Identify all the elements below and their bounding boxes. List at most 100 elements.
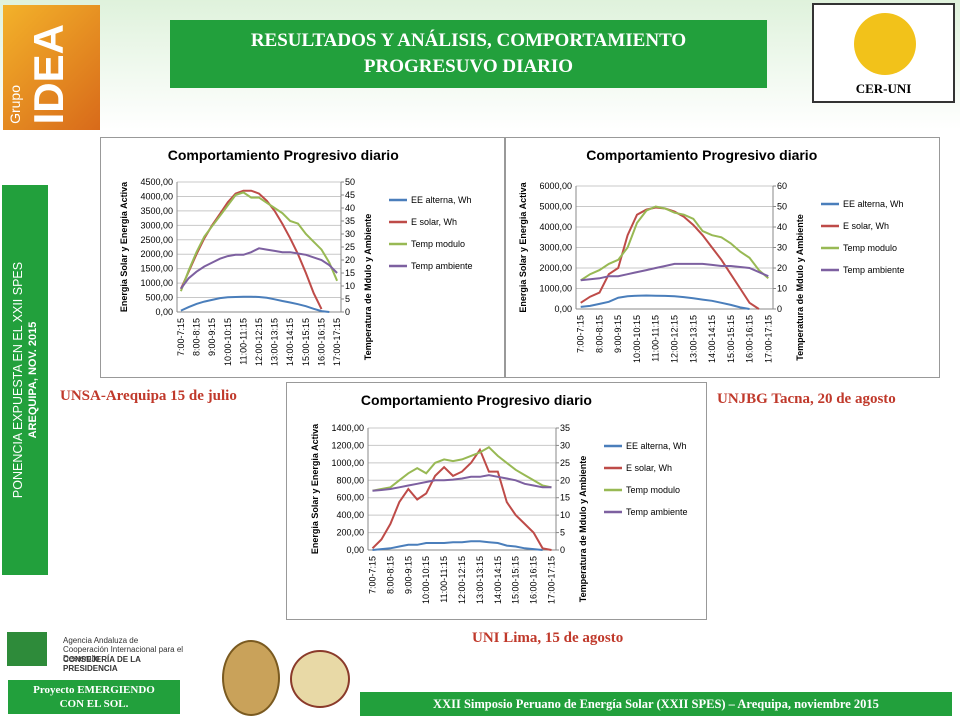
logo-text: Grupo (7, 85, 23, 124)
x-tick-label: 15:00-15:15 (726, 315, 736, 363)
chart-title: Comportamiento Progresivo diario (168, 147, 399, 163)
x-tick-label: 15:00-15:15 (511, 556, 521, 604)
project-text: CON EL SOL. (59, 698, 129, 710)
y2-tick-label: 10 (560, 510, 570, 520)
legend-label: EE alterna, Wh (411, 195, 472, 205)
agency-text: CONSEJERÍA DE LA PRESIDENCIA (63, 655, 141, 673)
y-tick-label: 0,00 (155, 307, 173, 317)
y2-tick-label: 10 (777, 284, 787, 294)
y-tick-label: 3500,00 (140, 206, 173, 216)
y-tick-label: 400,00 (336, 510, 364, 520)
y-tick-label: 3000,00 (539, 243, 572, 253)
legend-label: Temp ambiente (626, 507, 688, 517)
y2-tick-label: 35 (345, 216, 355, 226)
y2-tick-label: 50 (777, 202, 787, 212)
side-text: PONENCIA EXPUESTA EN EL XXII SPES (11, 261, 25, 499)
y2-tick-label: 40 (345, 203, 355, 213)
x-tick-label: 15:00-15:15 (301, 318, 311, 366)
y2-tick-label: 30 (777, 243, 787, 253)
y-axis-title: Energia Solar y Energia Activa (119, 181, 129, 312)
series-line (580, 205, 769, 282)
y-tick-label: 200,00 (336, 528, 364, 538)
y-tick-label: 4500,00 (140, 177, 173, 187)
legend-label: EE alterna, Wh (626, 441, 687, 451)
series-line (180, 295, 330, 313)
x-tick-label: 14:00-14:15 (493, 556, 503, 604)
y-tick-label: 1000,00 (539, 284, 572, 294)
x-tick-label: 9:00-9:15 (207, 318, 217, 356)
series-line (372, 540, 543, 551)
title-line: RESULTADOS Y ANÁLISIS, COMPORTAMIENTO (250, 30, 687, 51)
x-tick-label: 17:00-17:15 (547, 556, 557, 604)
x-tick-label: 8:00-8:15 (385, 556, 395, 594)
x-tick-label: 11:00-11:15 (238, 318, 248, 365)
side-text: AREQUIPA, NOV. 2015 (27, 321, 39, 439)
logo-idea: Grupo IDEA (3, 5, 100, 130)
project-box: Proyecto EMERGIENDO CON EL SOL. (8, 680, 180, 714)
series-line (372, 445, 552, 492)
x-tick-label: 10:00-10:15 (421, 556, 431, 604)
y-tick-label: 4000,00 (140, 191, 173, 201)
series-line (371, 447, 552, 551)
y2-tick-label: 20 (345, 255, 355, 265)
y-tick-label: 2000,00 (539, 263, 572, 273)
y-axis-title: Energia Solar y Energia Activa (518, 181, 528, 312)
y2-tick-label: 5 (345, 294, 350, 304)
legend-label: Temp ambiente (411, 261, 473, 271)
x-tick-label: 11:00-11:15 (439, 556, 449, 603)
agency-icon (7, 632, 47, 666)
logo-text: IDEA (25, 23, 72, 124)
logo-text: CER-UNI (855, 81, 912, 96)
footer: XXII Simposio Peruano de Energía Solar (… (360, 692, 952, 716)
y2-axis-title: Temperatura de Mdulo y Ambiente (795, 214, 805, 361)
x-tick-label: 13:00-13:15 (475, 556, 485, 604)
legend-label: E solar, Wh (626, 463, 672, 473)
y-tick-label: 4000,00 (539, 222, 572, 232)
logo-cer-uni: CER-UNI (812, 3, 955, 103)
y2-tick-label: 15 (560, 493, 570, 503)
legend-label: E solar, Wh (411, 217, 457, 227)
y2-tick-label: 0 (345, 307, 350, 317)
y-tick-label: 3000,00 (140, 220, 173, 230)
slide-title: RESULTADOS Y ANÁLISIS, COMPORTAMIENTO PR… (170, 20, 767, 88)
y2-tick-label: 25 (560, 458, 570, 468)
agency-logo: Agencia Andaluza de Cooperación Internac… (5, 630, 185, 673)
y2-tick-label: 45 (345, 190, 355, 200)
chart-title: Comportamiento Progresivo diario (586, 147, 817, 163)
y2-tick-label: 0 (560, 545, 565, 555)
y-axis-title: Energia Solar y Energia Activa (310, 423, 320, 554)
series-line (179, 191, 339, 292)
y-tick-label: 2500,00 (140, 235, 173, 245)
x-tick-label: 16:00-16:15 (745, 315, 755, 363)
caption: UNI Lima, 15 de agosto (472, 630, 624, 646)
legend-label: EE alterna, Wh (843, 199, 904, 209)
y-tick-label: 1400,00 (331, 423, 364, 433)
x-tick-label: 11:00-11:15 (651, 315, 661, 362)
x-tick-label: 14:00-14:15 (707, 315, 717, 363)
legend-label: Temp modulo (626, 485, 680, 495)
caption: UNJBG Tacna, 20 de agosto (717, 391, 896, 407)
x-tick-label: 13:00-13:15 (270, 318, 280, 366)
seal-logo (290, 650, 350, 708)
y2-tick-label: 25 (345, 242, 355, 252)
y-tick-label: 0,00 (346, 545, 364, 555)
y2-tick-label: 0 (777, 304, 782, 314)
legend-label: Temp modulo (843, 243, 897, 253)
y2-axis-title: Temperatura de Mdulo y Ambiente (363, 214, 373, 361)
y2-tick-label: 60 (777, 181, 787, 191)
y-tick-label: 0,00 (554, 304, 572, 314)
legend-label: Temp ambiente (843, 265, 905, 275)
x-tick-label: 7:00-7:15 (576, 315, 586, 353)
y2-tick-label: 50 (345, 177, 355, 187)
y2-tick-label: 5 (560, 528, 565, 538)
x-tick-label: 16:00-16:15 (529, 556, 539, 604)
side-banner: PONENCIA EXPUESTA EN EL XXII SPES AREQUI… (2, 185, 48, 575)
y2-tick-label: 35 (560, 423, 570, 433)
y-tick-label: 1000,00 (140, 278, 173, 288)
y2-tick-label: 15 (345, 268, 355, 278)
x-tick-label: 12:00-12:15 (457, 556, 467, 604)
y2-tick-label: 20 (560, 475, 570, 485)
y2-tick-label: 30 (560, 440, 570, 450)
x-tick-label: 10:00-10:15 (632, 315, 642, 363)
